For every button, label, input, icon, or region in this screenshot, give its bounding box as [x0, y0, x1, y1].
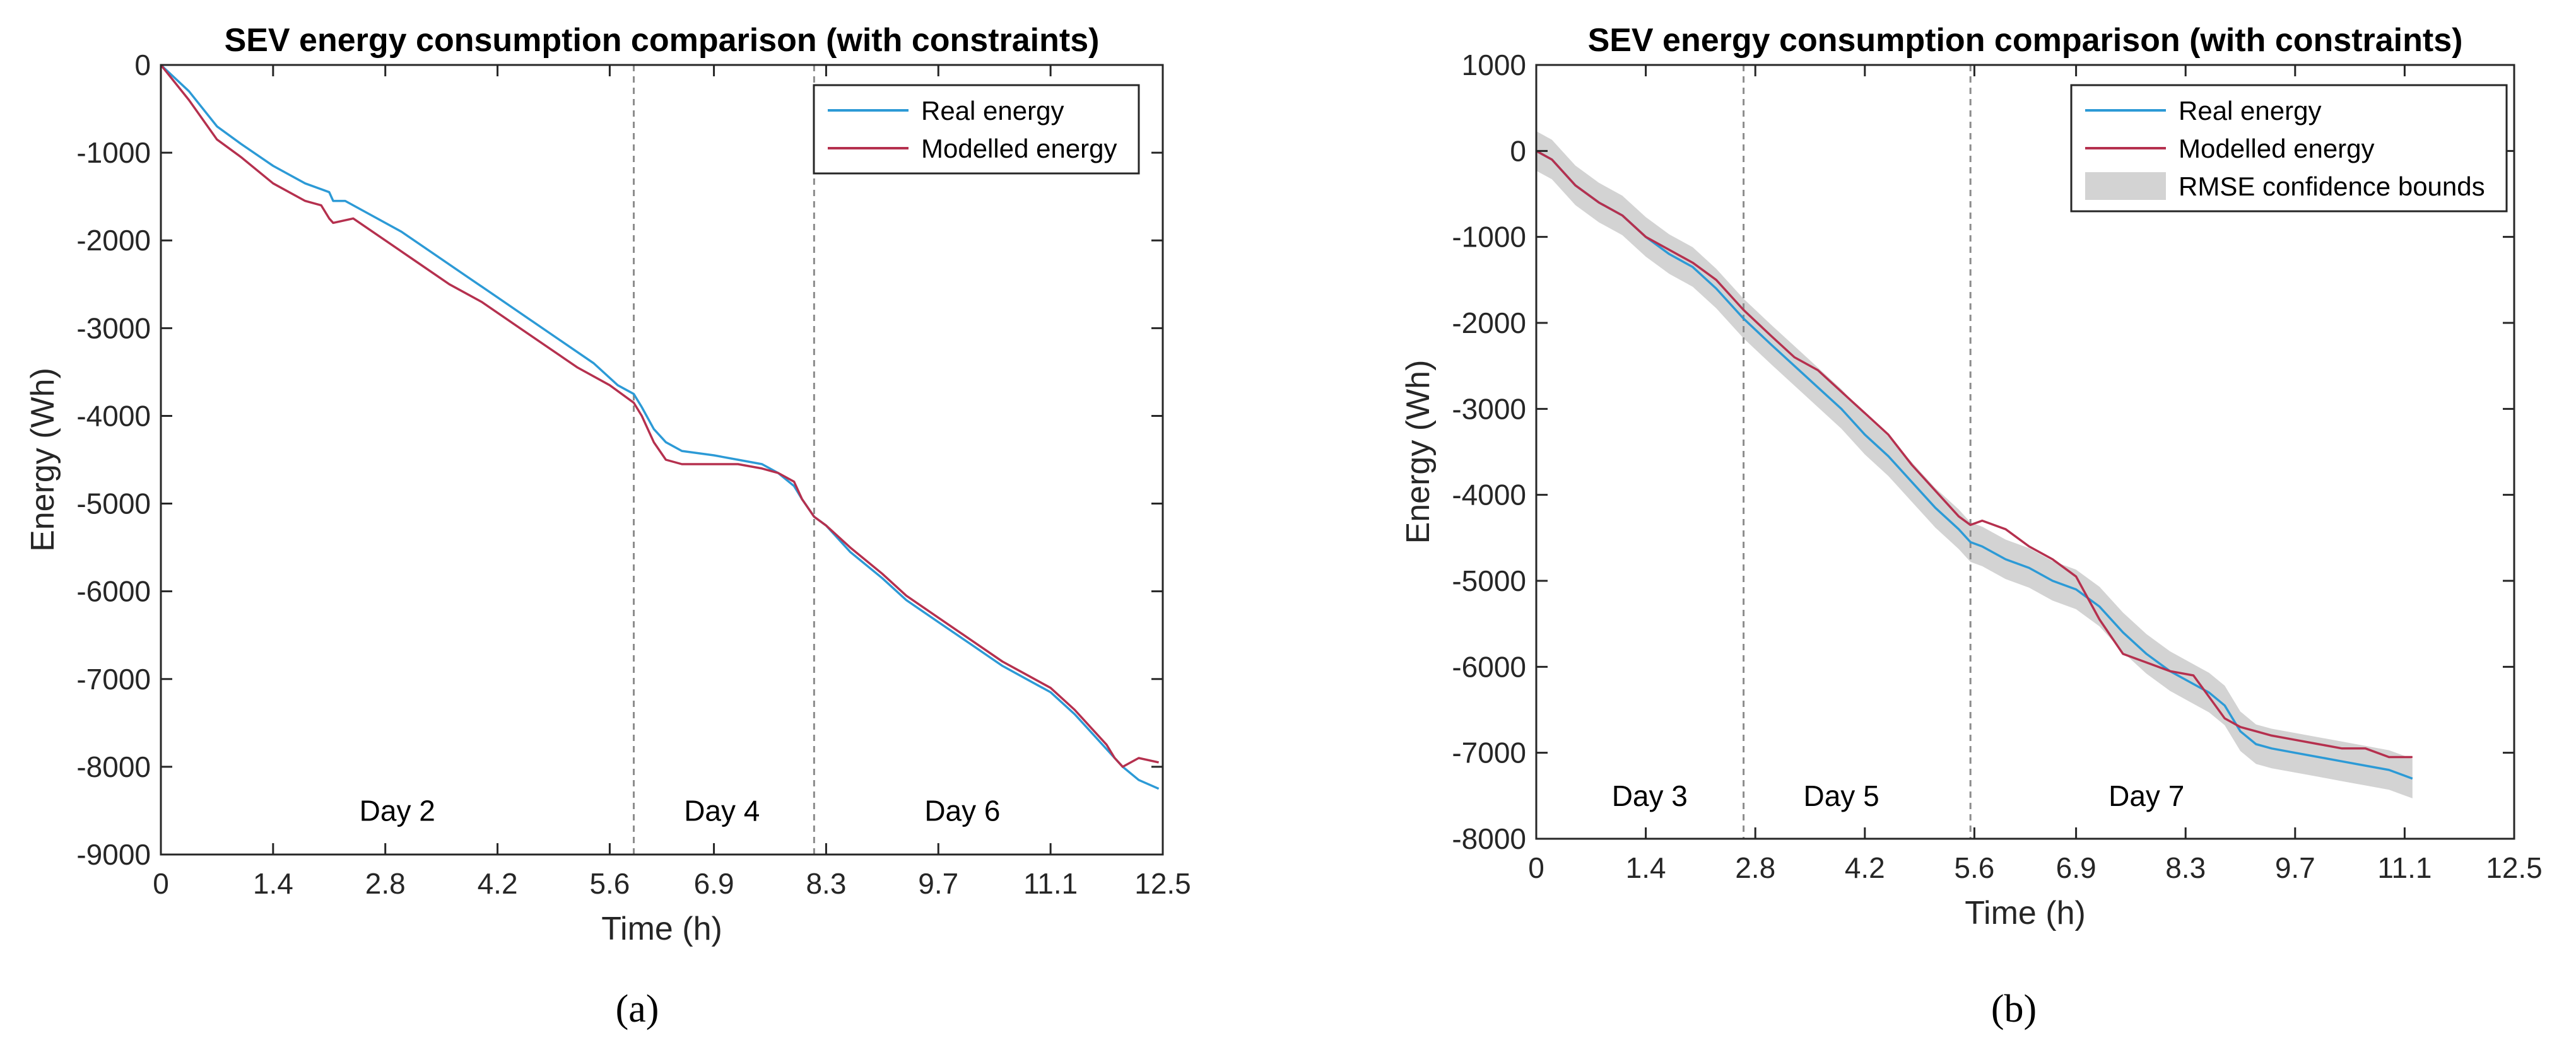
day-label-0: Day 2: [360, 794, 435, 827]
day-label-2: Day 7: [2108, 779, 2184, 812]
y-tick-label: 0: [1510, 134, 1526, 167]
x-axis-label: Time (h): [1965, 895, 2086, 931]
x-tick-label: 8.3: [2165, 851, 2206, 884]
x-tick-label: 11.1: [2377, 851, 2432, 884]
y-tick-label: -2000: [76, 224, 151, 257]
x-tick-label: 2.8: [1735, 851, 1775, 884]
legend: Real energy Modelled energy: [813, 84, 1140, 175]
y-tick-label: -4000: [76, 399, 151, 432]
y-tick-label: -5000: [76, 487, 151, 520]
y-tick-label: -3000: [1452, 392, 1526, 425]
legend-label: Modelled energy: [921, 134, 1117, 163]
chart-title: SEV energy consumption comparison (with …: [225, 22, 1100, 59]
y-tick-label: -5000: [1452, 564, 1526, 597]
caption-a: (a): [615, 988, 659, 1030]
y-tick-label: -7000: [1452, 737, 1526, 769]
series-line-modelled: [1536, 149, 2413, 759]
day-label-2: Day 6: [924, 794, 1000, 827]
x-tick-label: 12.5: [1134, 867, 1191, 900]
y-tick-label: -6000: [1452, 650, 1526, 683]
plot-area: [161, 65, 1163, 855]
y-tick-label: 0: [134, 49, 151, 81]
y-tick-label: -7000: [76, 663, 151, 696]
series-line-real: [160, 64, 1160, 790]
legend-label: Real energy: [921, 96, 1064, 125]
x-tick-label: 1.4: [1626, 851, 1666, 884]
x-tick-label: 5.6: [1954, 851, 1994, 884]
x-tick-label: 9.7: [918, 867, 958, 900]
x-tick-label: 0: [153, 867, 169, 900]
y-tick-label: -1000: [1452, 221, 1526, 254]
x-tick-label: 6.9: [694, 867, 734, 900]
y-axis-label: Energy (Wh): [1400, 360, 1437, 544]
day-label-1: Day 5: [1804, 779, 1879, 812]
y-tick-label: -1000: [76, 136, 151, 169]
caption-b: (b): [1991, 988, 2037, 1030]
chart-title: SEV energy consumption comparison (with …: [1588, 22, 2463, 59]
legend-swatch: [2085, 172, 2166, 200]
x-tick-label: 2.8: [365, 867, 406, 900]
y-tick-label: -8000: [1452, 822, 1526, 855]
legend-label: Modelled energy: [2179, 134, 2375, 163]
x-tick-label: 1.4: [253, 867, 293, 900]
series-line-modelled: [160, 64, 1159, 768]
y-tick-label: -6000: [76, 575, 151, 608]
y-tick-label: -9000: [76, 838, 151, 871]
day-label-1: Day 4: [684, 794, 760, 827]
legend-label: RMSE confidence bounds: [2179, 172, 2485, 201]
legend: Real energy Modelled energy RMSE confidenc…: [2070, 84, 2508, 213]
y-tick-label: -4000: [1452, 479, 1526, 511]
x-tick-label: 12.5: [2486, 851, 2543, 884]
y-tick-label: 1000: [1462, 49, 1526, 81]
legend-box: [813, 84, 1140, 175]
y-tick-label: -2000: [1452, 306, 1526, 339]
axes-box: [1535, 64, 2515, 840]
axes-box: [160, 64, 1164, 856]
rmse-band: [1536, 131, 2413, 798]
y-tick-label: -3000: [76, 312, 151, 344]
series-line-real: [1536, 149, 2413, 780]
x-axis-label: Time (h): [601, 911, 722, 947]
x-tick-label: 11.1: [1023, 867, 1078, 900]
x-tick-label: 5.6: [589, 867, 630, 900]
x-tick-label: 4.2: [1845, 851, 1885, 884]
legend-label: Real energy: [2179, 96, 2321, 125]
x-tick-label: 6.9: [2056, 851, 2097, 884]
x-tick-label: 8.3: [806, 867, 846, 900]
x-tick-label: 0: [1528, 851, 1544, 884]
y-tick-label: -8000: [76, 750, 151, 783]
day-label-0: Day 3: [1612, 779, 1688, 812]
x-tick-label: 4.2: [478, 867, 518, 900]
x-tick-label: 9.7: [2275, 851, 2315, 884]
y-axis-label: Energy (Wh): [25, 368, 61, 552]
